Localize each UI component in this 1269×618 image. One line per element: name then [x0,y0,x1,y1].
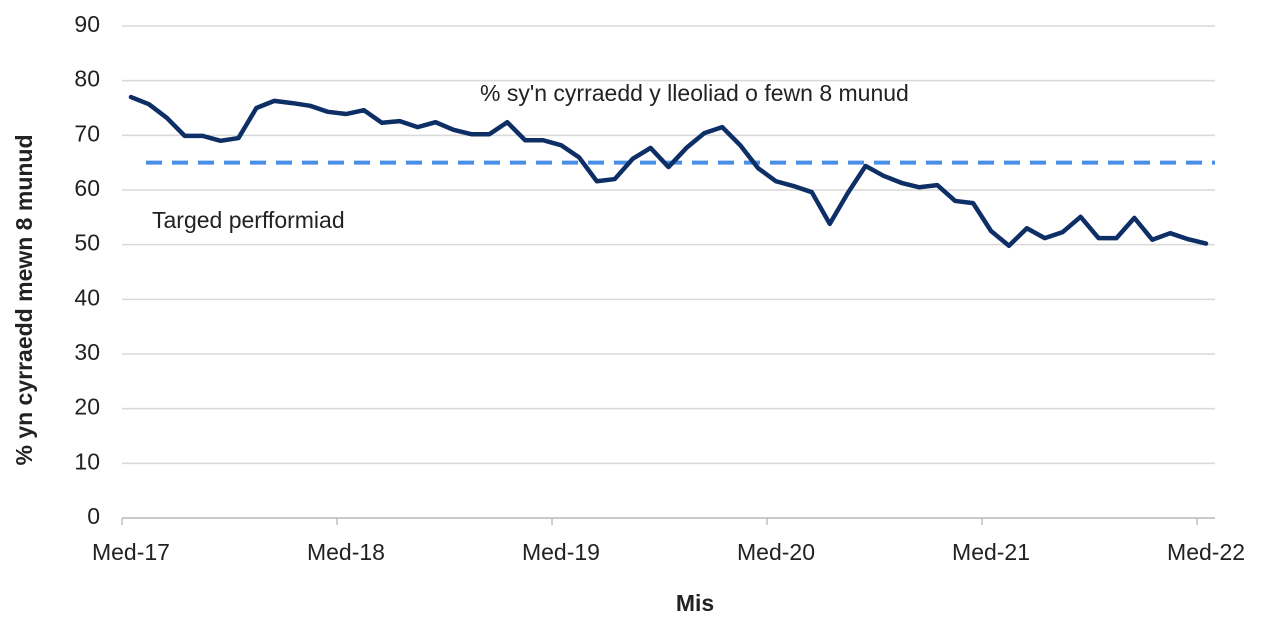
data-line [128,94,1209,249]
series-annotation: % sy'n cyrraedd y lleoliad o fewn 8 munu… [480,80,909,106]
x-axis-label: Mis [676,590,714,616]
y-tick-label: 20 [74,394,100,420]
y-axis-label: % yn cyrraedd mewn 8 munud [11,134,37,465]
y-tick-label: 80 [74,66,100,92]
y-tick-label: 50 [74,230,100,256]
x-tick-label: Med-20 [737,539,815,565]
x-tick-label: Med-17 [92,539,170,565]
y-tick-label: 10 [74,448,100,474]
x-tick-label: Med-18 [307,539,385,565]
y-tick-label: 40 [74,284,100,310]
y-tick-label: 90 [74,11,100,37]
y-tick-label: 70 [74,120,100,146]
x-tick-label: Med-21 [952,539,1030,565]
y-tick-label: 60 [74,175,100,201]
x-tick-label: Med-19 [522,539,600,565]
target-annotation: Targed perfformiad [152,207,345,233]
y-tick-label: 0 [87,503,100,529]
x-tick-label: Med-22 [1167,539,1245,565]
y-tick-label: 30 [74,339,100,365]
